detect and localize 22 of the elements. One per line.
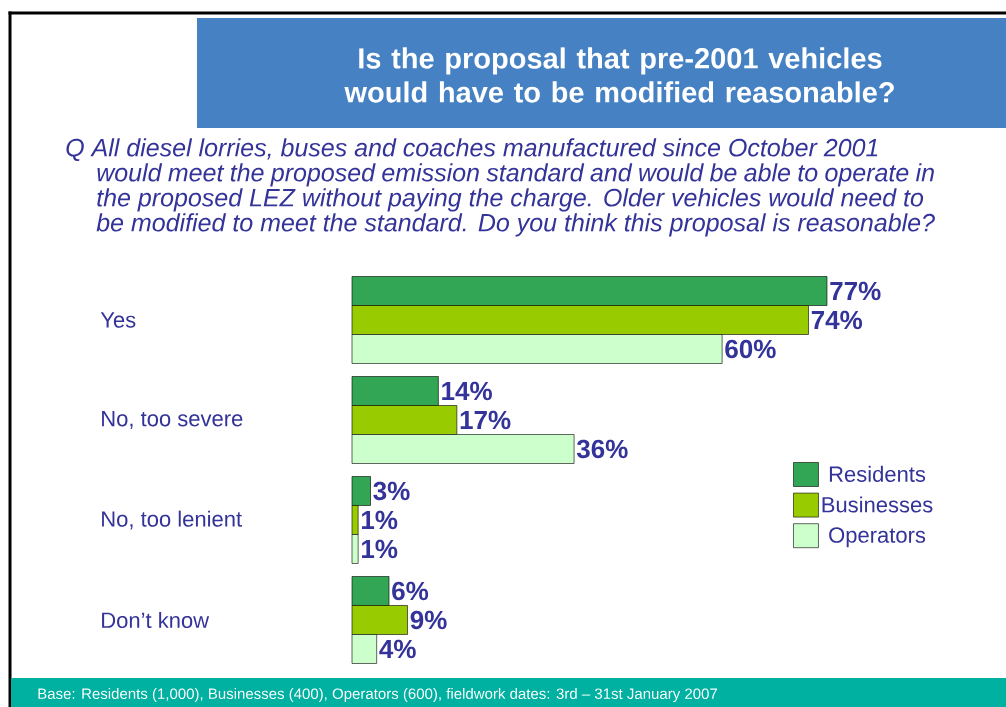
legend-label: Operators [829,527,926,548]
y-tick-label: No, too severe [102,411,243,429]
data-label: 14% [442,381,492,401]
data-label: 1% [362,510,398,530]
text: Base: Residents (1,000), Businesses (400), Operators (600), fieldwork dates: 3rd – 31st January 2007 [38,688,718,702]
y-tick-label: Yes [100,312,136,328]
data-label: 4% [379,639,416,659]
data-label: 74% [811,310,863,330]
chart-subtitle: Q All diesel lorries, buses and coaches manufactured since October 2001 would meet the proposed emission standard and would be able to operate in the proposed LEZ without paying the charge. Older vehicles would need to be modified to meet the standard. Do you think this proposal is reasonable? [66,138,935,237]
legend-label: Businesses [822,496,933,513]
data-label: 6% [392,581,429,601]
data-label: 36% [576,439,628,459]
data-label: 1% [362,539,398,559]
y-tick-label: No, too lenient [102,510,242,530]
y-tick-label: Don’t know [102,611,210,629]
data-label: 3% [373,481,410,501]
data-label: 9% [410,610,447,630]
data-label: 77% [830,281,881,301]
data-label: 17% [460,410,511,430]
legend-label: Residents [829,465,926,482]
data-label: 60% [725,339,776,359]
chart-title: Is the proposal that pre-2001 vehicles would have to be modified reasonable? [344,47,894,103]
